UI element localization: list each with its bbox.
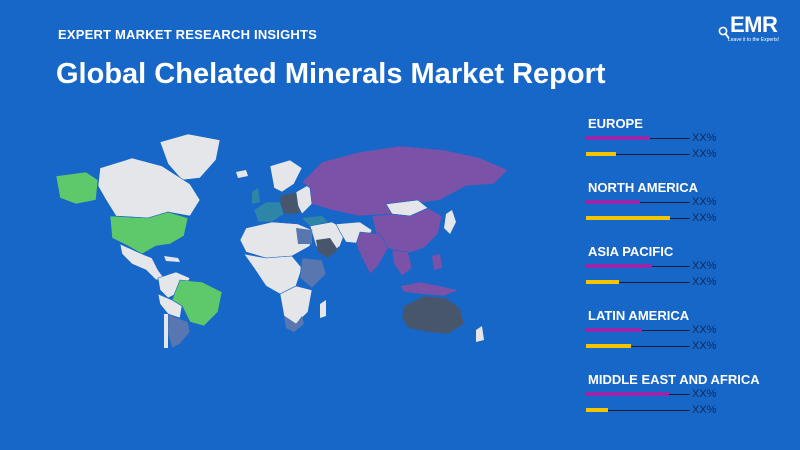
magnifier-icon — [718, 26, 730, 40]
share-bar-secondary — [586, 280, 619, 284]
map-western-europe — [253, 201, 285, 223]
region-name: MIDDLE EAST AND AFRICA — [588, 372, 760, 387]
share-bar-primary — [586, 328, 642, 332]
share-bar-row: XX% — [586, 212, 796, 226]
map-canada — [97, 157, 201, 219]
share-bar-primary — [586, 392, 669, 396]
share-value: XX% — [692, 148, 717, 160]
page-title: Global Chelated Minerals Market Report — [56, 58, 606, 90]
map-argentina — [167, 313, 191, 349]
map-turkey — [302, 216, 328, 226]
map-india — [355, 231, 389, 275]
region-name: EUROPE — [588, 116, 643, 131]
map-madagascar — [320, 300, 326, 318]
share-bar-row: XX% — [586, 404, 796, 418]
share-bar-track — [586, 410, 690, 411]
share-value: XX% — [692, 404, 717, 416]
map-caribbean — [164, 256, 180, 262]
map-egypt — [296, 228, 312, 244]
map-saudi-arabia — [316, 238, 338, 258]
share-bar-secondary — [586, 344, 631, 348]
share-bar-secondary — [586, 152, 616, 156]
map-iceland — [236, 170, 248, 178]
world-map — [55, 133, 509, 349]
share-value: XX% — [692, 212, 717, 224]
region-name: LATIN AMERICA — [588, 308, 690, 323]
region-name: NORTH AMERICA — [588, 180, 699, 195]
map-chile — [164, 314, 168, 348]
share-value: XX% — [692, 132, 717, 144]
map-east-africa — [299, 257, 327, 289]
share-bar-primary — [586, 200, 640, 204]
map-australia — [401, 295, 465, 335]
share-bar-track — [586, 346, 690, 347]
map-north-africa — [239, 221, 313, 259]
region-name: ASIA PACIFIC — [588, 244, 674, 259]
emr-logo: EMR Leave it to the Experts! — [718, 12, 788, 48]
kicker-text: EXPERT MARKET RESEARCH INSIGHTS — [58, 27, 318, 42]
map-usa — [109, 211, 189, 255]
share-bar-row: XX% — [586, 196, 796, 210]
region-share-list: EUROPE XX% XX% NORTH AMERICA XX% XX% ASIA PACI… — [586, 116, 796, 436]
map-southeast-asia — [391, 249, 413, 277]
map-greenland — [159, 133, 221, 181]
share-bar-secondary — [586, 408, 608, 412]
share-bar-row: XX% — [586, 388, 796, 402]
share-bar-row: XX% — [586, 276, 796, 290]
region-item: ASIA PACIFIC XX% XX% — [586, 244, 796, 308]
share-value: XX% — [692, 276, 717, 288]
share-bar-track — [586, 282, 690, 283]
share-bar-primary — [586, 136, 650, 140]
map-russia — [301, 145, 509, 217]
share-bar-secondary — [586, 216, 670, 220]
region-item: LATIN AMERICA XX% XX% — [586, 308, 796, 372]
share-bar-row: XX% — [586, 148, 796, 162]
map-alaska — [55, 171, 99, 205]
logo-tagline: Leave it to the Experts! — [728, 37, 780, 43]
map-japan — [444, 210, 456, 234]
map-scandinavia — [269, 159, 303, 193]
share-bar-primary — [586, 264, 652, 268]
share-bar-row: XX% — [586, 324, 796, 338]
region-item: NORTH AMERICA XX% XX% — [586, 180, 796, 244]
share-value: XX% — [692, 340, 717, 352]
share-value: XX% — [692, 260, 717, 272]
map-philippines — [432, 254, 442, 270]
region-item: MIDDLE EAST AND AFRICA XX% XX% — [586, 372, 796, 436]
map-new-zealand — [476, 326, 484, 342]
share-value: XX% — [692, 388, 717, 400]
map-uk — [252, 188, 260, 204]
share-bar-row: XX% — [586, 340, 796, 354]
map-andes — [157, 293, 183, 319]
share-bar-row: XX% — [586, 132, 796, 146]
map-indonesia — [399, 281, 459, 297]
share-bar-row: XX% — [586, 260, 796, 274]
share-bar-track — [586, 154, 690, 155]
region-item: EUROPE XX% XX% — [586, 116, 796, 180]
share-value: XX% — [692, 196, 717, 208]
logo-wordmark: EMR — [730, 12, 778, 37]
map-south-africa — [284, 316, 304, 332]
share-value: XX% — [692, 324, 717, 336]
